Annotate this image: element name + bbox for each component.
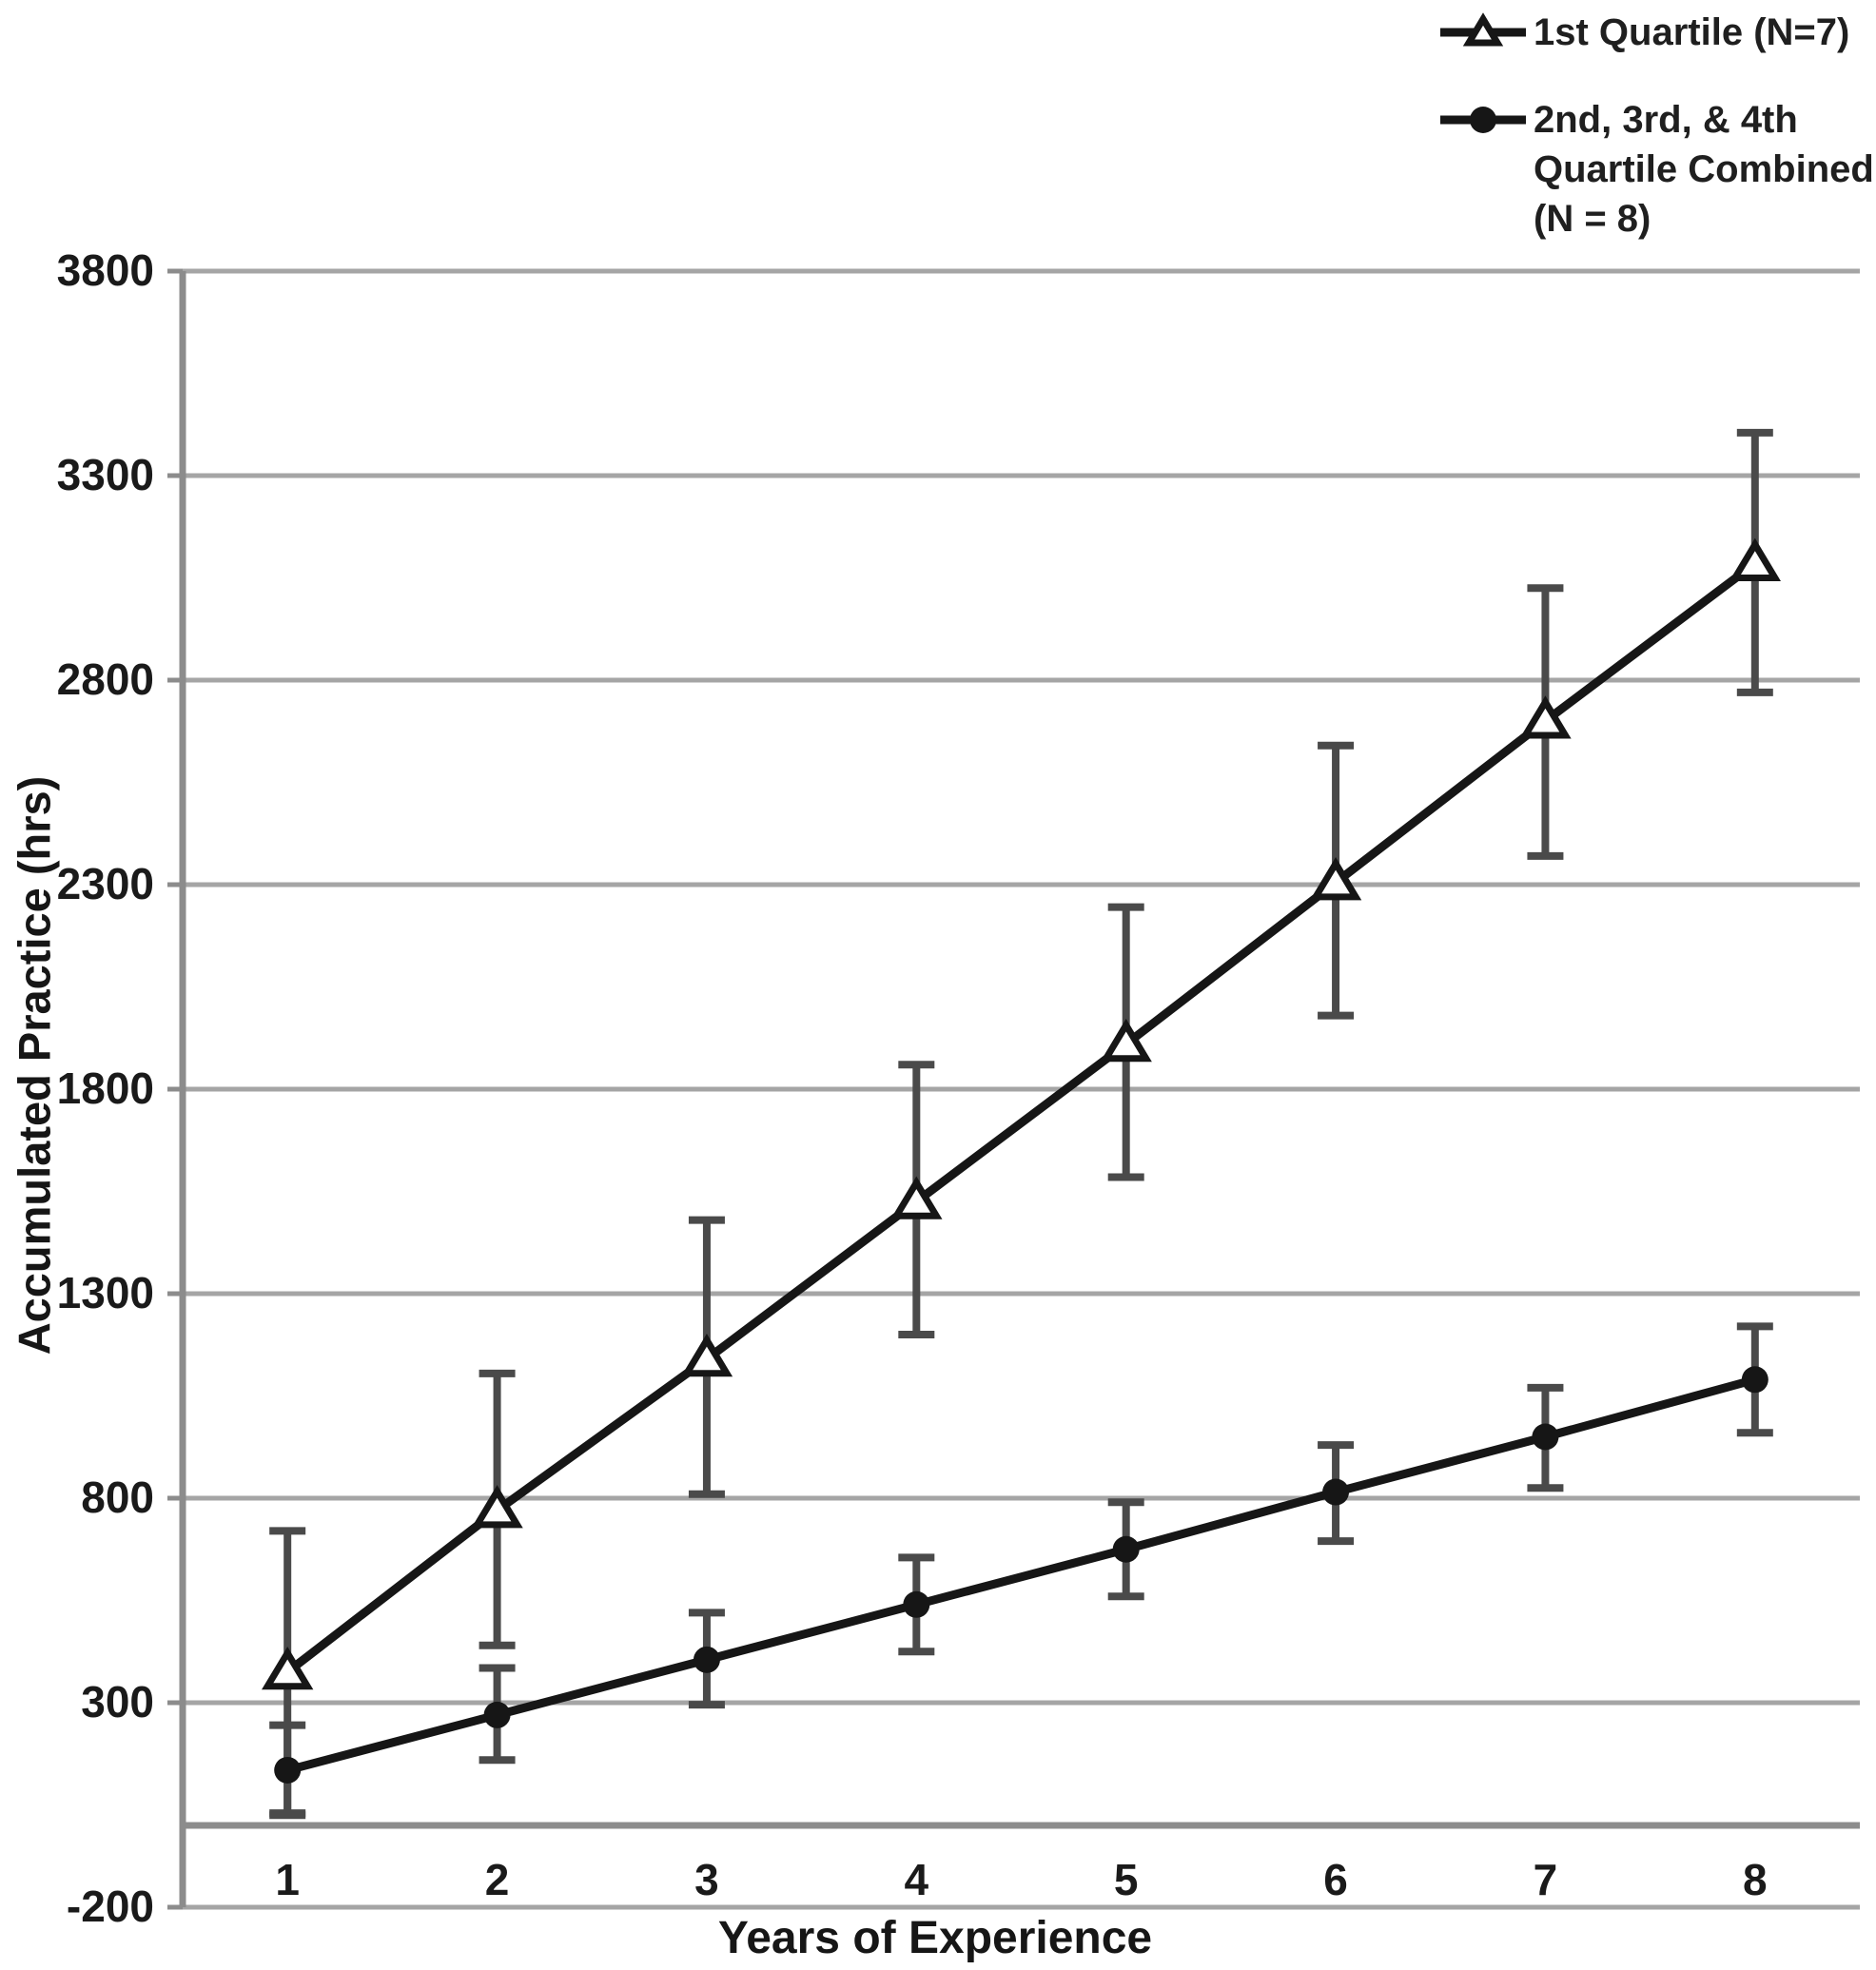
series-line-q1	[283, 558, 1760, 1677]
y-tick-labels: -200 300 800 1300 1800 2300 2800 3300 3800	[57, 245, 154, 1931]
y-axis-title: Accumulated Practice (hrs)	[9, 775, 60, 1356]
x-tick-label: 3	[694, 1855, 719, 1904]
open-triangle-marker	[1729, 537, 1781, 581]
y-tick-label: 2300	[57, 859, 154, 908]
y-tick-label: 800	[81, 1473, 154, 1522]
legend-label-first-quartile: 1st Quartile (N=7)	[1534, 11, 1850, 53]
series-markers-combined	[274, 1366, 1769, 1784]
open-triangle-marker	[262, 1646, 314, 1690]
filled-circle-marker	[274, 1756, 302, 1784]
filled-circle-marker	[483, 1701, 511, 1728]
x-tick-label: 4	[905, 1855, 929, 1904]
legend-label-line: Quartile Combined	[1534, 148, 1874, 190]
x-tick-label: 2	[485, 1855, 510, 1904]
legend-label-line: (N = 8)	[1534, 198, 1651, 240]
y-tick-label: 1300	[57, 1268, 154, 1317]
filled-circle-marker	[1322, 1478, 1350, 1506]
x-tick-labels: 1 2 3 4 5 6 7 8	[275, 1855, 1767, 1904]
open-triangle-marker	[680, 1333, 733, 1377]
y-tick-label: 2800	[57, 654, 154, 704]
y-tick-label: -200	[67, 1882, 154, 1931]
legend-label-line: 2nd, 3rd, & 4th	[1534, 99, 1798, 141]
legend-item-combined-quartiles: 2nd, 3rd, & 4th Quartile Combined (N = 8…	[1438, 95, 1876, 244]
series-line-combined	[283, 1375, 1760, 1775]
y-tick-label: 1800	[57, 1063, 154, 1113]
filled-circle-marker-icon	[1438, 95, 1534, 145]
series-markers-q1	[262, 537, 1781, 1690]
x-tick-label: 6	[1323, 1855, 1348, 1904]
y-tick-label: 300	[81, 1677, 154, 1726]
x-tick-label: 1	[275, 1855, 300, 1904]
x-tick-label: 5	[1114, 1855, 1139, 1904]
open-triangle-marker	[1100, 1018, 1152, 1063]
open-triangle-marker	[1309, 857, 1362, 901]
legend-item-first-quartile: 1st Quartile (N=7)	[1438, 8, 1876, 57]
y-tick-label: 3300	[57, 450, 154, 499]
filled-circle-marker	[1532, 1423, 1559, 1451]
y-tick-label: 3800	[57, 245, 154, 295]
x-axis-title: Years of Experience	[717, 1913, 1153, 1963]
y-axis	[167, 268, 186, 1910]
filled-circle-marker	[1112, 1535, 1140, 1563]
open-triangle-marker	[1519, 695, 1572, 739]
x-tick-label: 8	[1743, 1855, 1768, 1904]
legend: 1st Quartile (N=7) 2nd, 3rd, & 4th Quart…	[1438, 8, 1876, 244]
legend-label-combined-quartiles: 2nd, 3rd, & 4th Quartile Combined (N = 8…	[1534, 95, 1874, 244]
gridlines	[183, 268, 1860, 1910]
x-tick-label: 7	[1534, 1855, 1558, 1904]
open-triangle-marker	[471, 1485, 523, 1529]
filled-circle-marker	[1741, 1366, 1769, 1394]
open-triangle-marker-icon	[1438, 8, 1534, 57]
open-triangle-marker	[890, 1176, 943, 1219]
filled-circle-marker	[903, 1590, 930, 1618]
filled-circle-marker	[693, 1646, 720, 1673]
